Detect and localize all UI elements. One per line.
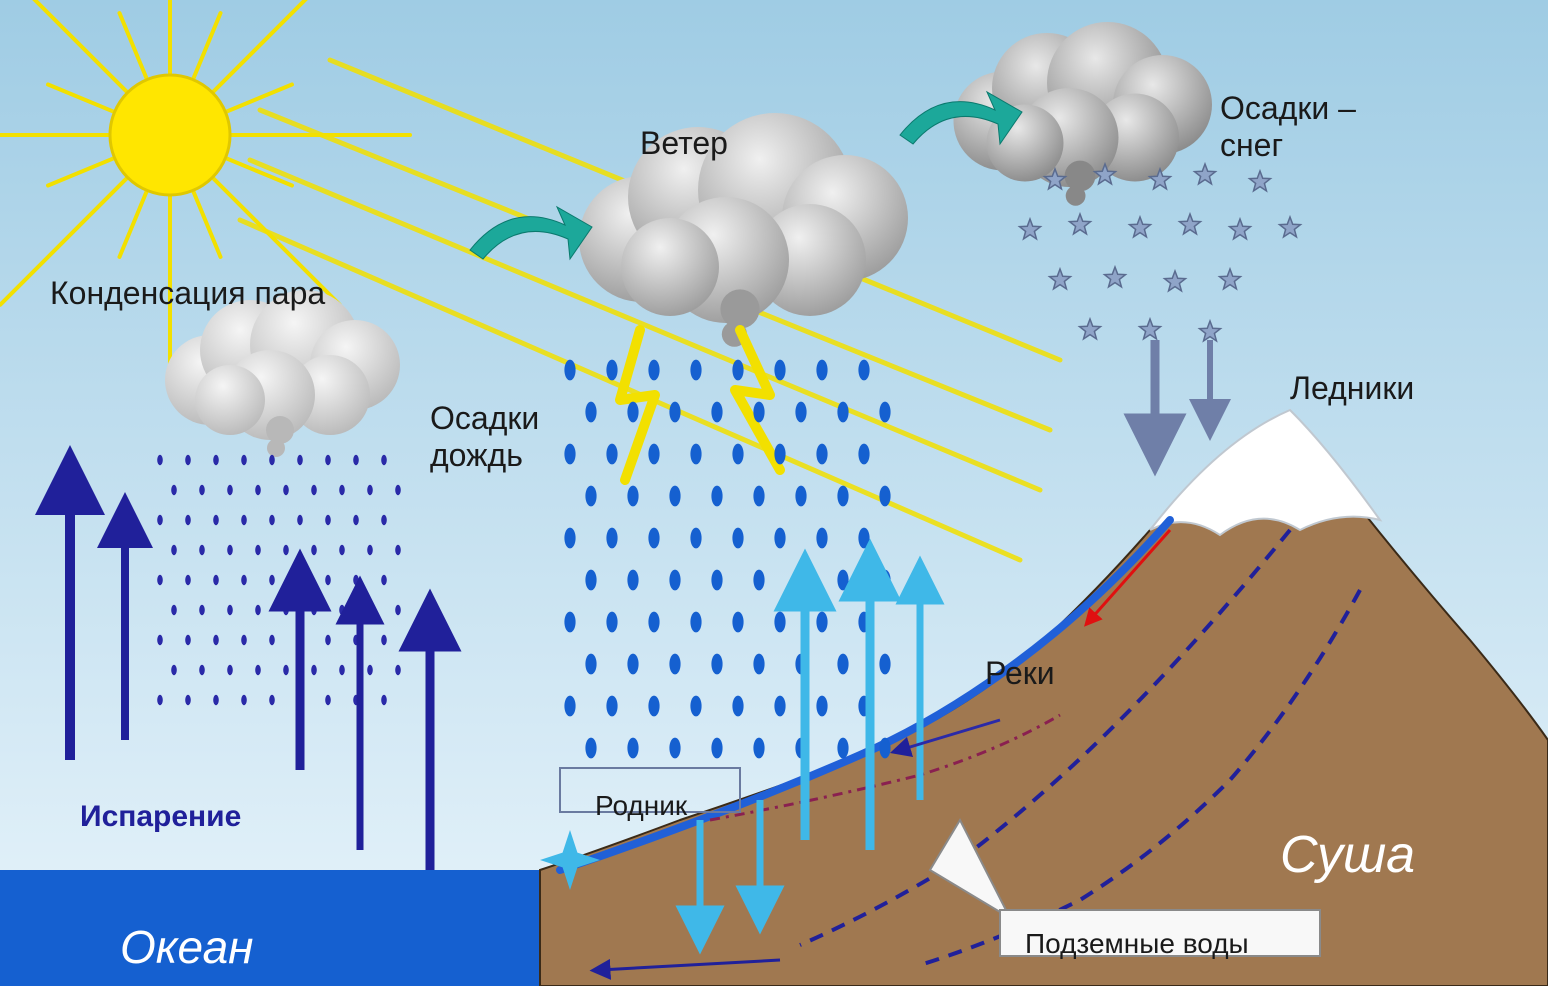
- label-condensation: Конденсация пара: [50, 275, 325, 312]
- label-rain: Осадки дождь: [430, 400, 539, 474]
- water-cycle-diagram: Конденсация пара Ветер Осадки – снег Лед…: [0, 0, 1548, 986]
- label-spring: Родник: [595, 790, 687, 822]
- label-wind: Ветер: [640, 125, 728, 162]
- sun-icon: [110, 75, 230, 195]
- label-evaporation: Испарение: [80, 800, 241, 834]
- label-snow: Осадки – снег: [1220, 90, 1356, 164]
- label-glaciers: Ледники: [1290, 370, 1414, 407]
- label-groundwater: Подземные воды: [1025, 928, 1249, 960]
- label-land: Суша: [1280, 825, 1415, 885]
- label-ocean: Океан: [120, 920, 253, 974]
- label-rivers: Реки: [985, 655, 1055, 692]
